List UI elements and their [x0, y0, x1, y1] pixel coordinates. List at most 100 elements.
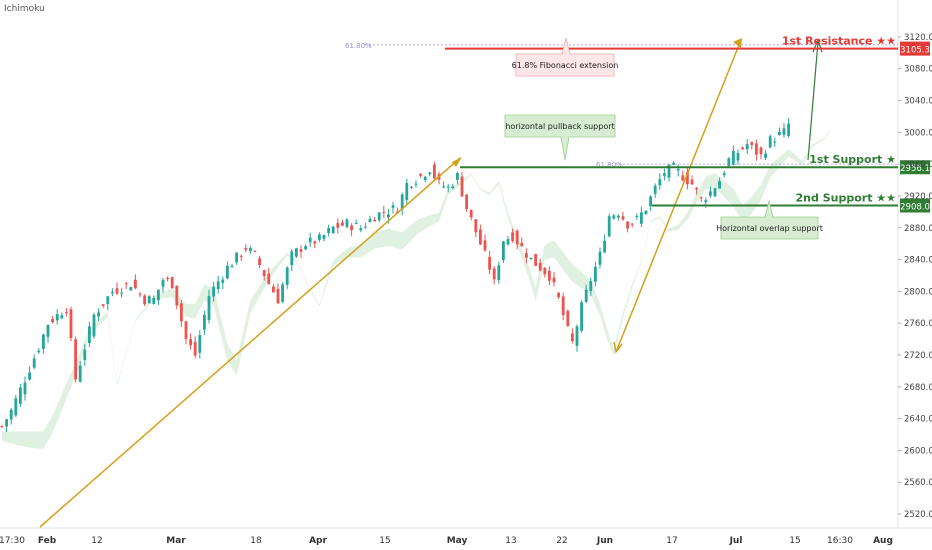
y-tick-label: 2640.0 — [904, 415, 932, 425]
candle-body — [773, 141, 777, 143]
candle-body — [548, 270, 551, 281]
candle-body — [193, 341, 197, 356]
candle-body — [635, 216, 639, 218]
y-tick-label: 3120.0 — [904, 33, 932, 43]
x-tick-label: Jun — [596, 536, 613, 546]
x-tick-label: 13 — [505, 536, 516, 546]
candle-body — [736, 153, 740, 161]
indicator-label: Ichimoku — [4, 4, 45, 14]
fib-label: 61.80% — [345, 42, 372, 50]
candle-body — [359, 228, 363, 231]
candle-body — [377, 212, 381, 221]
price-tag[interactable] — [900, 160, 930, 175]
trend-line-1 — [39, 157, 461, 528]
y-tick-label: 2960.0 — [904, 160, 932, 170]
candle-body — [525, 253, 528, 258]
candle-body — [709, 191, 712, 196]
candle-body — [23, 382, 27, 395]
candle-body — [364, 226, 367, 228]
candle-body — [663, 173, 666, 176]
candle-body — [285, 267, 289, 285]
candle-body — [138, 293, 142, 295]
candle-body — [60, 315, 64, 319]
candle-body — [695, 187, 698, 190]
annotation-text: Horizontal overlap support — [716, 224, 823, 233]
price-tag[interactable] — [900, 41, 930, 56]
candle-body — [552, 277, 556, 283]
x-tick-label: 18 — [250, 536, 262, 546]
candle-body — [653, 185, 657, 194]
candle-body — [249, 247, 252, 252]
candle-body — [630, 223, 634, 225]
candle-body — [147, 296, 151, 304]
candle-body — [207, 296, 211, 320]
annotation-callout[interactable] — [504, 114, 616, 161]
y-tick-label: 3040.0 — [904, 97, 932, 107]
candle-body — [74, 339, 77, 380]
candle-body — [704, 200, 708, 203]
candle-body — [511, 232, 514, 242]
annotation-callout[interactable] — [720, 200, 819, 240]
candle-body — [492, 268, 496, 280]
candle-body — [161, 279, 165, 287]
price-tag[interactable] — [900, 198, 930, 213]
candle-body — [373, 219, 376, 222]
candle-body — [607, 216, 611, 237]
candle-body — [732, 150, 735, 165]
candle-body — [32, 358, 36, 368]
candle-body — [143, 295, 146, 305]
y-tick-label: 2600.0 — [904, 446, 932, 456]
annotation-callout[interactable] — [515, 37, 615, 77]
x-tick-label: May — [447, 536, 468, 546]
y-tick-label: 2800.0 — [904, 287, 932, 297]
candle-body — [345, 219, 349, 227]
candle-body — [557, 292, 560, 298]
y-tick-label: 2880.0 — [904, 224, 932, 234]
candle-body — [184, 321, 188, 339]
candle-body — [456, 172, 459, 180]
candle-body — [419, 173, 422, 176]
candle-body — [442, 186, 445, 188]
x-tick-label: 17 — [666, 536, 677, 546]
candle-body — [106, 296, 110, 304]
candle-body — [331, 226, 335, 234]
candle-body — [14, 398, 18, 416]
candle-body — [318, 234, 321, 240]
y-tick-label: 2720.0 — [904, 351, 932, 361]
trend-line-2 — [615, 39, 742, 353]
level-name: 1st Resistance ★★ — [782, 35, 896, 48]
candle-body — [612, 215, 616, 219]
candle-body — [778, 131, 781, 136]
candle-body — [272, 286, 275, 293]
candle-body — [216, 281, 220, 290]
candle-body — [244, 248, 248, 250]
candle-body — [433, 164, 436, 179]
candle-body — [640, 212, 643, 224]
candle-body — [258, 258, 261, 266]
y-tick-label: 2680.0 — [904, 383, 932, 393]
candle-body — [538, 262, 542, 271]
candle-body — [51, 318, 54, 323]
candle-body — [750, 142, 754, 145]
candle-body — [281, 284, 284, 302]
candle-body — [626, 221, 629, 229]
candle-body — [506, 239, 510, 245]
x-tick-label: 16:30 — [827, 536, 853, 546]
candle-body — [5, 419, 8, 427]
candle-body — [667, 164, 671, 178]
candle-body — [589, 281, 593, 292]
level-name: 1st Support ★ — [809, 153, 896, 166]
candle-body — [55, 314, 59, 321]
candle-body — [566, 310, 570, 326]
candle-body — [621, 216, 625, 220]
candle-body — [755, 143, 758, 155]
candle-body — [166, 277, 169, 280]
candle-body — [722, 173, 726, 176]
price-axis[interactable] — [898, 0, 932, 550]
level-name: 2nd Support ★★ — [796, 191, 897, 204]
candle-body — [465, 194, 468, 210]
candle-body — [262, 270, 266, 277]
candle-body — [295, 248, 298, 257]
candle-body — [451, 186, 455, 189]
